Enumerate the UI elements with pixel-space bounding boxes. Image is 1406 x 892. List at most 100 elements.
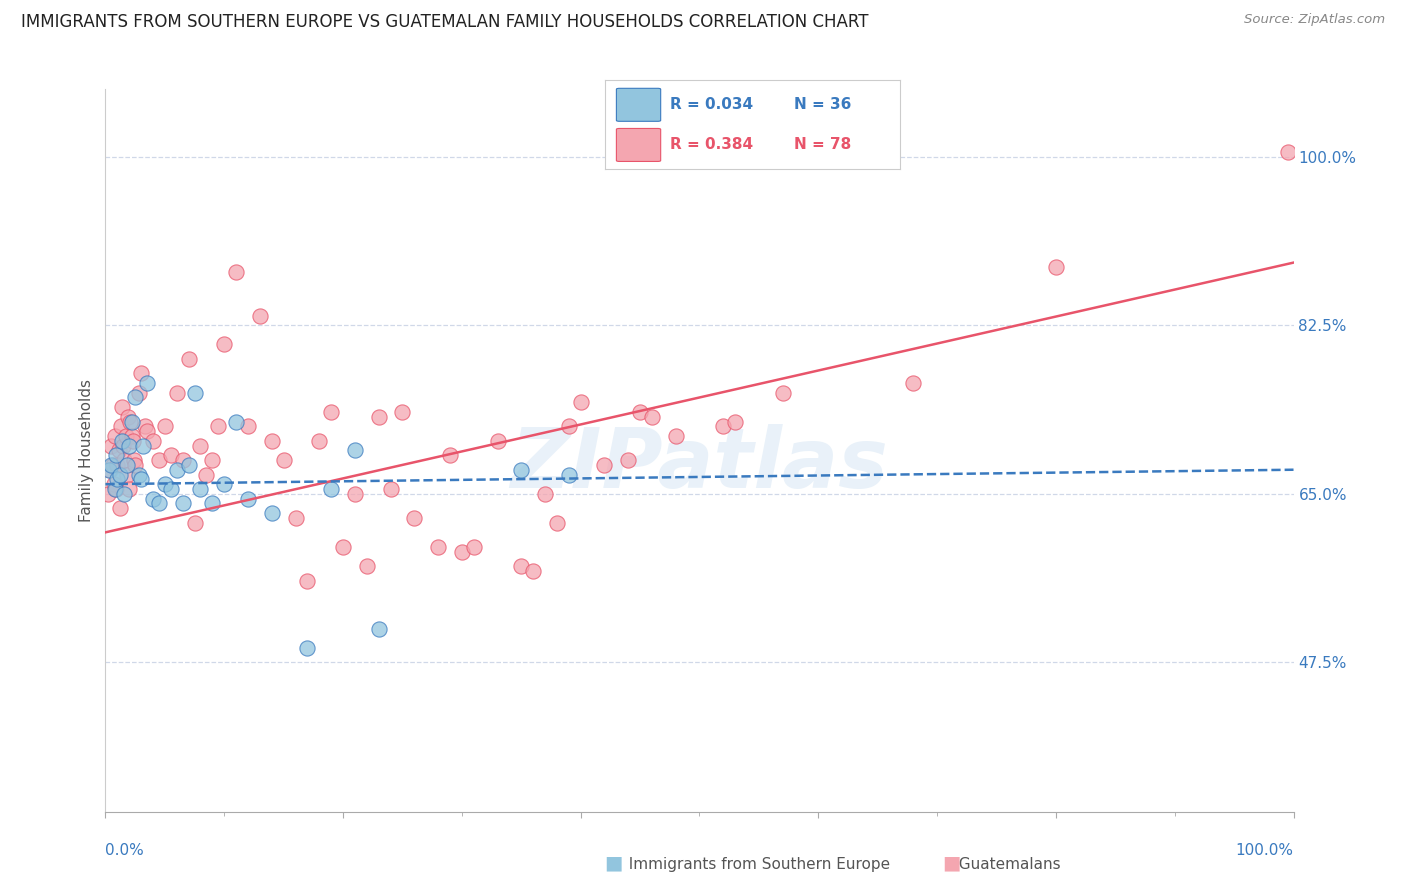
Point [148, 496, 170, 510]
Point [321, 482, 343, 496]
Point [260, 434, 283, 448]
Text: Guatemalans: Guatemalans [949, 857, 1060, 872]
Point [166, 385, 188, 400]
Point [114, 453, 136, 467]
Point [207, 419, 229, 434]
Text: 100.0%: 100.0% [1236, 843, 1294, 858]
Point [569, 395, 592, 409]
Point [404, 511, 426, 525]
Point [534, 487, 557, 501]
Point [641, 409, 664, 424]
Point [558, 419, 581, 434]
Point [128, 385, 150, 400]
Point [463, 540, 485, 554]
Point [236, 419, 259, 434]
Point [100, 458, 122, 472]
Point [153, 419, 176, 434]
Point [136, 424, 159, 438]
Point [201, 496, 224, 510]
Point [391, 405, 413, 419]
Point [104, 482, 127, 496]
Point [427, 540, 450, 554]
Point [903, 376, 925, 390]
Point [172, 496, 194, 510]
Text: 0.0%: 0.0% [105, 843, 145, 858]
Point [124, 391, 146, 405]
Point [546, 516, 568, 530]
Text: ■: ■ [605, 854, 623, 872]
Point [214, 477, 236, 491]
Text: IMMIGRANTS FROM SOUTHERN EUROPE VS GUATEMALAN FAMILY HOUSEHOLDS CORRELATION CHAR: IMMIGRANTS FROM SOUTHERN EUROPE VS GUATE… [21, 13, 869, 31]
Point [121, 429, 143, 443]
Point [134, 419, 156, 434]
Point [297, 640, 319, 655]
Point [214, 337, 236, 351]
Point [510, 463, 533, 477]
Point [172, 453, 194, 467]
Point [486, 434, 509, 448]
Point [103, 477, 125, 491]
Point [711, 419, 734, 434]
Text: N = 78: N = 78 [793, 137, 851, 153]
Point [105, 482, 128, 496]
Point [558, 467, 581, 482]
Point [100, 439, 122, 453]
Point [1277, 145, 1299, 159]
Point [665, 429, 688, 443]
Point [273, 453, 295, 467]
Point [297, 574, 319, 588]
Point [183, 516, 205, 530]
Point [97, 487, 120, 501]
Point [195, 467, 218, 482]
Point [111, 434, 134, 448]
Point [225, 265, 247, 279]
Point [108, 467, 131, 482]
Point [153, 477, 176, 491]
Point [142, 491, 165, 506]
Point [104, 429, 127, 443]
Point [115, 458, 138, 472]
Text: N = 36: N = 36 [793, 97, 851, 112]
Text: R = 0.034: R = 0.034 [669, 97, 752, 112]
Point [367, 409, 389, 424]
Point [308, 434, 330, 448]
Point [332, 540, 354, 554]
Point [201, 453, 224, 467]
Text: Source: ZipAtlas.com: Source: ZipAtlas.com [1244, 13, 1385, 27]
Point [343, 443, 366, 458]
Point [112, 439, 135, 453]
FancyBboxPatch shape [616, 128, 661, 161]
Point [183, 385, 205, 400]
Point [110, 419, 132, 434]
Point [522, 564, 544, 578]
Point [120, 415, 142, 429]
Point [177, 458, 200, 472]
Point [105, 472, 128, 486]
Point [190, 482, 212, 496]
Text: R = 0.384: R = 0.384 [669, 137, 752, 153]
Point [115, 467, 138, 482]
Text: Immigrants from Southern Europe: Immigrants from Southern Europe [619, 857, 890, 872]
Text: ZIPatlas: ZIPatlas [510, 425, 889, 506]
Point [380, 482, 402, 496]
Point [105, 448, 128, 462]
Point [260, 506, 283, 520]
Point [105, 458, 128, 472]
Point [177, 351, 200, 366]
Point [510, 559, 533, 574]
Point [111, 400, 134, 414]
Point [772, 385, 794, 400]
Text: ■: ■ [942, 854, 960, 872]
Point [108, 501, 131, 516]
Point [98, 463, 121, 477]
Point [356, 559, 378, 574]
Point [101, 458, 124, 472]
Point [617, 453, 640, 467]
Point [128, 467, 150, 482]
Point [439, 448, 461, 462]
Point [117, 409, 139, 424]
Point [142, 434, 165, 448]
Point [249, 309, 271, 323]
Point [628, 405, 651, 419]
Point [1045, 260, 1067, 275]
